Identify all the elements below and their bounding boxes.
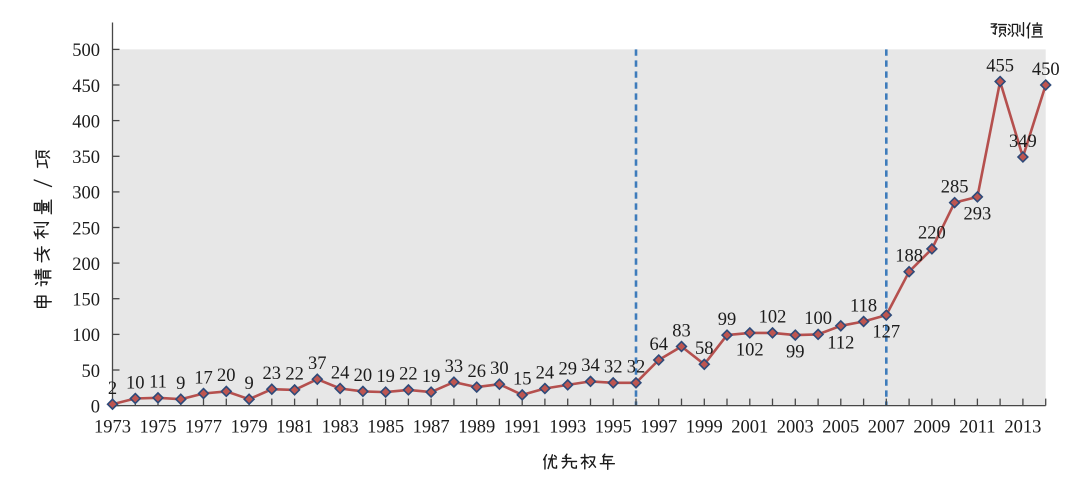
svg-text:2003: 2003 — [777, 417, 814, 437]
svg-text:32: 32 — [627, 358, 646, 378]
svg-text:450: 450 — [1032, 60, 1060, 80]
svg-text:455: 455 — [986, 56, 1014, 76]
svg-text:1975: 1975 — [140, 417, 177, 437]
svg-text:1989: 1989 — [458, 417, 495, 437]
svg-text:127: 127 — [872, 323, 900, 343]
svg-text:2013: 2013 — [1004, 417, 1041, 437]
svg-text:20: 20 — [217, 366, 236, 386]
svg-text:100: 100 — [72, 326, 100, 346]
svg-text:2007: 2007 — [868, 417, 905, 437]
svg-text:150: 150 — [72, 291, 100, 311]
svg-text:15: 15 — [513, 370, 532, 390]
svg-text:58: 58 — [695, 339, 714, 359]
svg-text:19: 19 — [422, 367, 441, 387]
svg-text:450: 450 — [72, 77, 100, 97]
svg-text:1985: 1985 — [367, 417, 404, 437]
svg-text:188: 188 — [895, 247, 923, 267]
svg-text:50: 50 — [82, 362, 101, 382]
svg-text:285: 285 — [941, 177, 969, 197]
svg-text:20: 20 — [354, 366, 373, 386]
svg-text:102: 102 — [759, 308, 787, 328]
svg-text:100: 100 — [804, 309, 832, 329]
svg-text:1999: 1999 — [686, 417, 723, 437]
svg-text:0: 0 — [91, 397, 100, 417]
svg-text:22: 22 — [399, 365, 418, 385]
svg-text:99: 99 — [786, 343, 805, 363]
svg-text:10: 10 — [126, 373, 145, 393]
svg-text:33: 33 — [445, 357, 464, 377]
svg-text:99: 99 — [718, 310, 737, 330]
svg-text:37: 37 — [308, 354, 327, 374]
svg-text:300: 300 — [72, 184, 100, 204]
svg-text:1997: 1997 — [640, 417, 677, 437]
svg-text:250: 250 — [72, 219, 100, 239]
svg-text:2001: 2001 — [731, 417, 768, 437]
svg-text:349: 349 — [1009, 132, 1037, 152]
svg-text:64: 64 — [649, 335, 668, 355]
svg-text:9: 9 — [244, 374, 253, 394]
svg-text:200: 200 — [72, 255, 100, 275]
svg-text:24: 24 — [536, 363, 555, 383]
svg-text:34: 34 — [581, 356, 600, 376]
svg-text:1973: 1973 — [94, 417, 131, 437]
svg-text:11: 11 — [149, 373, 167, 393]
svg-text:2011: 2011 — [959, 417, 995, 437]
svg-text:23: 23 — [263, 364, 282, 384]
svg-text:24: 24 — [331, 363, 350, 383]
svg-text:112: 112 — [827, 333, 854, 353]
svg-text:118: 118 — [850, 296, 877, 316]
svg-text:17: 17 — [194, 368, 213, 388]
svg-text:1979: 1979 — [231, 417, 268, 437]
svg-text:9: 9 — [176, 374, 185, 394]
svg-text:1981: 1981 — [276, 417, 313, 437]
svg-text:22: 22 — [285, 365, 304, 385]
svg-text:30: 30 — [490, 359, 509, 379]
svg-text:2: 2 — [108, 379, 117, 399]
svg-text:2009: 2009 — [913, 417, 950, 437]
svg-text:293: 293 — [964, 204, 992, 224]
svg-text:1987: 1987 — [413, 417, 450, 437]
svg-text:102: 102 — [736, 340, 764, 360]
svg-text:1983: 1983 — [322, 417, 359, 437]
svg-text:350: 350 — [72, 148, 100, 168]
svg-text:29: 29 — [558, 360, 577, 380]
svg-text:1995: 1995 — [595, 417, 632, 437]
svg-text:1977: 1977 — [185, 417, 222, 437]
svg-text:83: 83 — [672, 321, 691, 341]
svg-text:26: 26 — [467, 362, 486, 382]
svg-text:2005: 2005 — [822, 417, 859, 437]
svg-text:220: 220 — [918, 224, 946, 244]
svg-text:1991: 1991 — [504, 417, 541, 437]
svg-text:400: 400 — [72, 112, 100, 132]
svg-text:500: 500 — [72, 41, 100, 61]
svg-text:1993: 1993 — [549, 417, 586, 437]
svg-text:32: 32 — [604, 358, 623, 378]
svg-text:19: 19 — [376, 367, 395, 387]
